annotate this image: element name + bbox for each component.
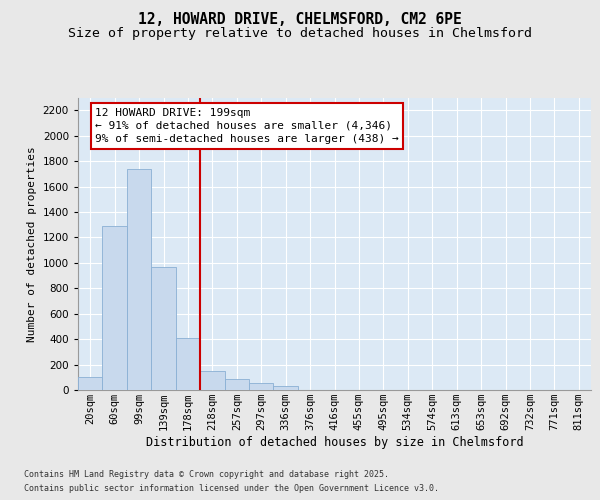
- Y-axis label: Number of detached properties: Number of detached properties: [27, 146, 37, 342]
- X-axis label: Distribution of detached houses by size in Chelmsford: Distribution of detached houses by size …: [146, 436, 523, 449]
- Bar: [151, 266, 176, 390]
- Bar: [103, 226, 127, 390]
- Bar: [249, 383, 274, 390]
- Text: 12 HOWARD DRIVE: 199sqm
← 91% of detached houses are smaller (4,346)
9% of semi-: 12 HOWARD DRIVE: 199sqm ← 91% of detache…: [95, 108, 399, 144]
- Text: 12, HOWARD DRIVE, CHELMSFORD, CM2 6PE: 12, HOWARD DRIVE, CHELMSFORD, CM2 6PE: [138, 12, 462, 28]
- Text: Contains HM Land Registry data © Crown copyright and database right 2025.: Contains HM Land Registry data © Crown c…: [24, 470, 389, 479]
- Text: Contains public sector information licensed under the Open Government Licence v3: Contains public sector information licen…: [24, 484, 439, 493]
- Text: Size of property relative to detached houses in Chelmsford: Size of property relative to detached ho…: [68, 28, 532, 40]
- Bar: [224, 378, 249, 390]
- Bar: [78, 378, 103, 390]
- Bar: [127, 168, 151, 390]
- Bar: [176, 338, 200, 390]
- Bar: [274, 386, 298, 390]
- Bar: [200, 371, 224, 390]
